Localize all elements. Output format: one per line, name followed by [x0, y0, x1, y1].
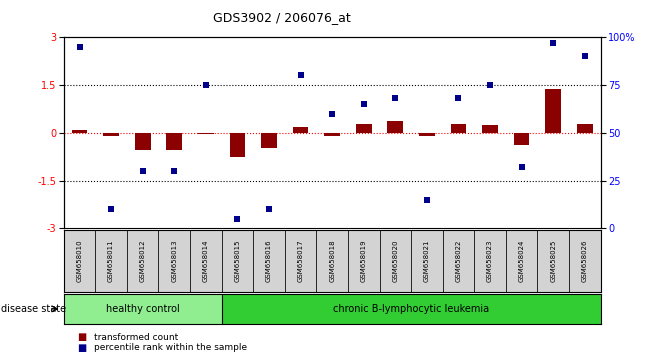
Bar: [158, 230, 190, 292]
Text: GSM658018: GSM658018: [329, 240, 335, 282]
Bar: [419, 133, 435, 136]
Bar: [253, 230, 285, 292]
Bar: [506, 230, 537, 292]
Bar: [348, 230, 380, 292]
Bar: [356, 124, 372, 133]
Bar: [482, 125, 498, 133]
Bar: [443, 230, 474, 292]
Bar: [261, 133, 277, 148]
Bar: [546, 89, 561, 133]
Bar: [450, 124, 466, 133]
Text: transformed count: transformed count: [94, 332, 178, 342]
Text: GSM658012: GSM658012: [140, 240, 146, 282]
Text: GSM658014: GSM658014: [203, 240, 209, 282]
Bar: [221, 294, 601, 324]
Text: GSM658024: GSM658024: [519, 240, 525, 282]
Text: GDS3902 / 206076_at: GDS3902 / 206076_at: [213, 11, 351, 24]
Text: GSM658026: GSM658026: [582, 240, 588, 282]
Text: disease state: disease state: [1, 304, 66, 314]
Text: GSM658020: GSM658020: [393, 240, 399, 282]
Bar: [72, 130, 87, 133]
Text: GSM658013: GSM658013: [171, 240, 177, 282]
Bar: [577, 124, 592, 133]
Bar: [103, 133, 119, 136]
Bar: [166, 133, 182, 150]
Bar: [316, 230, 348, 292]
Bar: [474, 230, 506, 292]
Text: GSM658025: GSM658025: [550, 240, 556, 282]
Bar: [229, 133, 246, 156]
Text: GSM658017: GSM658017: [297, 240, 303, 282]
Text: ■: ■: [77, 332, 87, 342]
Bar: [64, 294, 221, 324]
Text: healthy control: healthy control: [106, 304, 180, 314]
Bar: [221, 230, 253, 292]
Text: GSM658015: GSM658015: [234, 240, 240, 282]
Text: chronic B-lymphocytic leukemia: chronic B-lymphocytic leukemia: [333, 304, 489, 314]
Bar: [387, 121, 403, 133]
Text: GSM658022: GSM658022: [456, 240, 462, 282]
Text: GSM658021: GSM658021: [424, 240, 430, 282]
Text: GSM658019: GSM658019: [361, 240, 367, 282]
Bar: [324, 133, 340, 136]
Bar: [198, 133, 214, 134]
Bar: [95, 230, 127, 292]
Bar: [380, 230, 411, 292]
Bar: [64, 230, 95, 292]
Text: GSM658023: GSM658023: [487, 240, 493, 282]
Bar: [569, 230, 601, 292]
Text: ■: ■: [77, 343, 87, 353]
Text: GSM658011: GSM658011: [108, 240, 114, 282]
Text: GSM658010: GSM658010: [76, 240, 83, 282]
Bar: [293, 127, 309, 133]
Bar: [135, 133, 150, 150]
Bar: [514, 133, 529, 145]
Text: GSM658016: GSM658016: [266, 240, 272, 282]
Bar: [285, 230, 316, 292]
Text: percentile rank within the sample: percentile rank within the sample: [94, 343, 247, 352]
Bar: [190, 230, 221, 292]
Bar: [127, 230, 158, 292]
Bar: [537, 230, 569, 292]
Bar: [411, 230, 443, 292]
